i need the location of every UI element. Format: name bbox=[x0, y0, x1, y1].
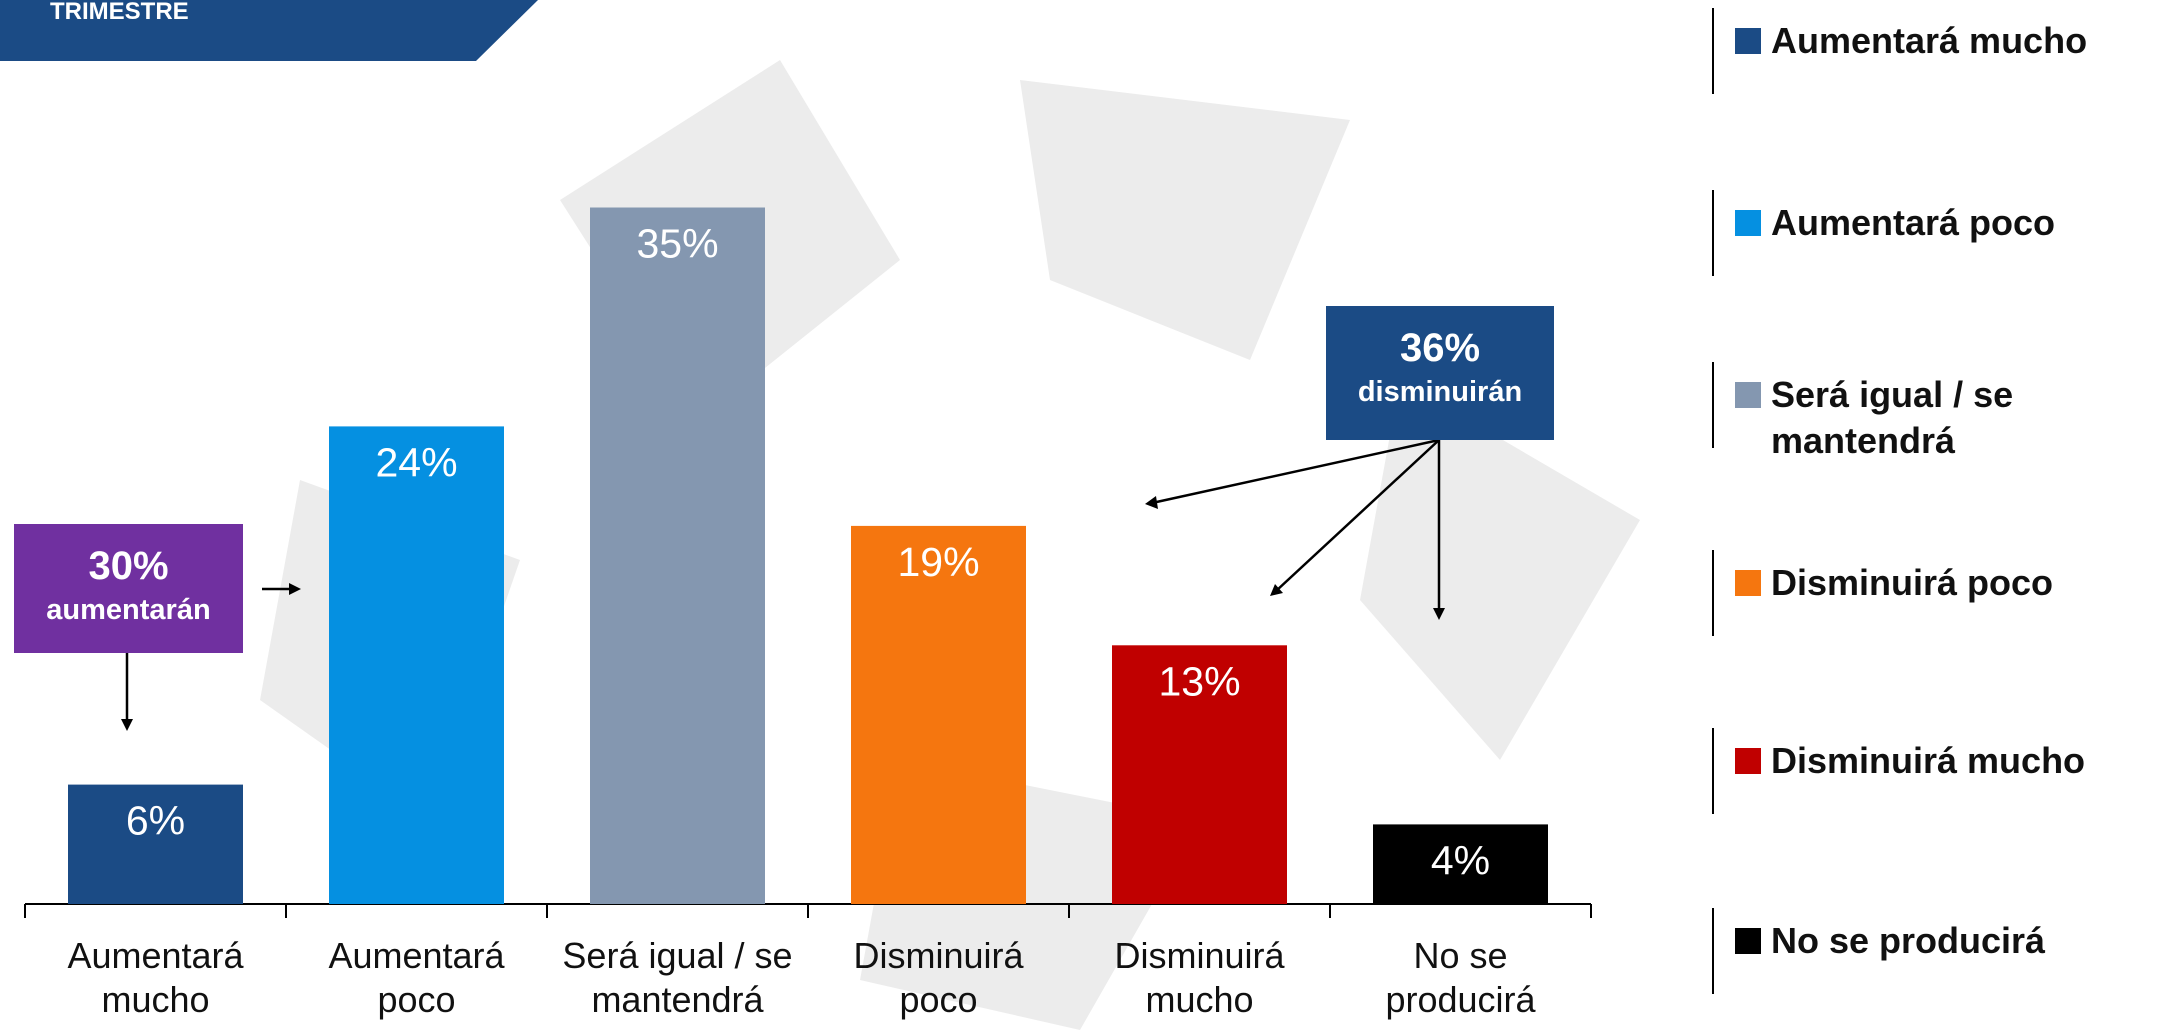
arrow-heads bbox=[121, 496, 1445, 731]
value-label: 4% bbox=[1431, 837, 1490, 883]
value-label: 19% bbox=[897, 539, 979, 585]
value-label: 24% bbox=[375, 439, 457, 485]
legend-label: Será igual / se mantendrá bbox=[1771, 374, 2014, 461]
bar bbox=[1373, 824, 1548, 904]
legend-swatch bbox=[1735, 382, 1761, 408]
x-tick-label: Aumentará mucho bbox=[67, 935, 244, 1020]
x-tick-label: Aumentará poco bbox=[328, 935, 505, 1020]
bar bbox=[329, 426, 504, 904]
arrows bbox=[125, 438, 1441, 724]
legend-swatch bbox=[1735, 28, 1761, 54]
bar bbox=[851, 525, 1026, 904]
legend-swatch bbox=[1735, 210, 1761, 236]
legend-swatch bbox=[1735, 570, 1761, 596]
value-label: 13% bbox=[1158, 658, 1240, 704]
annotation-box: 30% aumentarán bbox=[14, 524, 243, 653]
value-label: 35% bbox=[636, 221, 718, 267]
annotation-text: disminuirán bbox=[1357, 376, 1523, 408]
x-tick-label: Disminuirá poco bbox=[853, 935, 1024, 1020]
legend-swatch bbox=[1735, 928, 1761, 954]
x-tick-label: Disminuirá mucho bbox=[1114, 935, 1285, 1020]
bar bbox=[1112, 645, 1287, 904]
legend-label: Aumentará poco bbox=[1771, 202, 2056, 243]
value-label: 6% bbox=[126, 798, 185, 844]
bar bbox=[68, 784, 243, 904]
legend-label: Aumentará mucho bbox=[1771, 20, 2088, 61]
x-tick-label: Será igual / se mantendrá bbox=[562, 935, 793, 1020]
legend-label: Disminuirá poco bbox=[1771, 562, 2054, 603]
header-tab bbox=[0, 0, 538, 61]
annotation-headline: 30% bbox=[88, 544, 169, 588]
annotation-box: 36% disminuirán bbox=[1326, 306, 1554, 440]
legend-label: Disminuirá mucho bbox=[1771, 740, 2086, 781]
x-tick-label: No se producirá bbox=[1385, 935, 1536, 1020]
bar bbox=[590, 207, 765, 904]
legend-label: No se producirá bbox=[1771, 920, 2046, 961]
header-title: TRIMESTRE bbox=[50, 0, 189, 25]
legend-swatch bbox=[1735, 748, 1761, 774]
annotation-text: aumentarán bbox=[46, 594, 211, 626]
annotation-headline: 36% bbox=[1399, 326, 1481, 370]
